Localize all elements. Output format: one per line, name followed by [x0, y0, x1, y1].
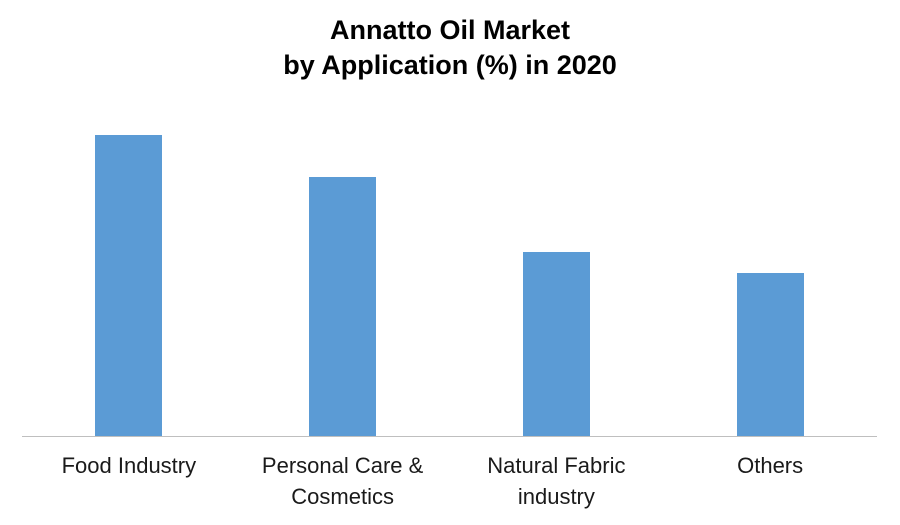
- x-axis-labels: Food Industry Personal Care & Cosmetics Na…: [22, 450, 877, 520]
- category-label: Food Industry: [61, 453, 197, 478]
- bar-others: [736, 272, 804, 436]
- bar-personal-care-cosmetics: [309, 177, 377, 436]
- chart-title-line1: Annatto Oil Market: [329, 15, 571, 45]
- x-axis-line: [22, 436, 877, 437]
- chart-title: Annatto Oil Market by Application (%) in…: [0, 13, 900, 83]
- bar-natural-fabric-industry: [522, 251, 590, 436]
- category-label: Personal Care & Cosmetics: [261, 453, 424, 509]
- category-label: Others: [737, 453, 804, 478]
- chart-title-line2: by Application (%) in 2020: [283, 50, 617, 80]
- bar-food-industry: [95, 134, 163, 436]
- plot-area: [22, 100, 877, 436]
- category-label: Natural Fabric industry: [487, 453, 626, 509]
